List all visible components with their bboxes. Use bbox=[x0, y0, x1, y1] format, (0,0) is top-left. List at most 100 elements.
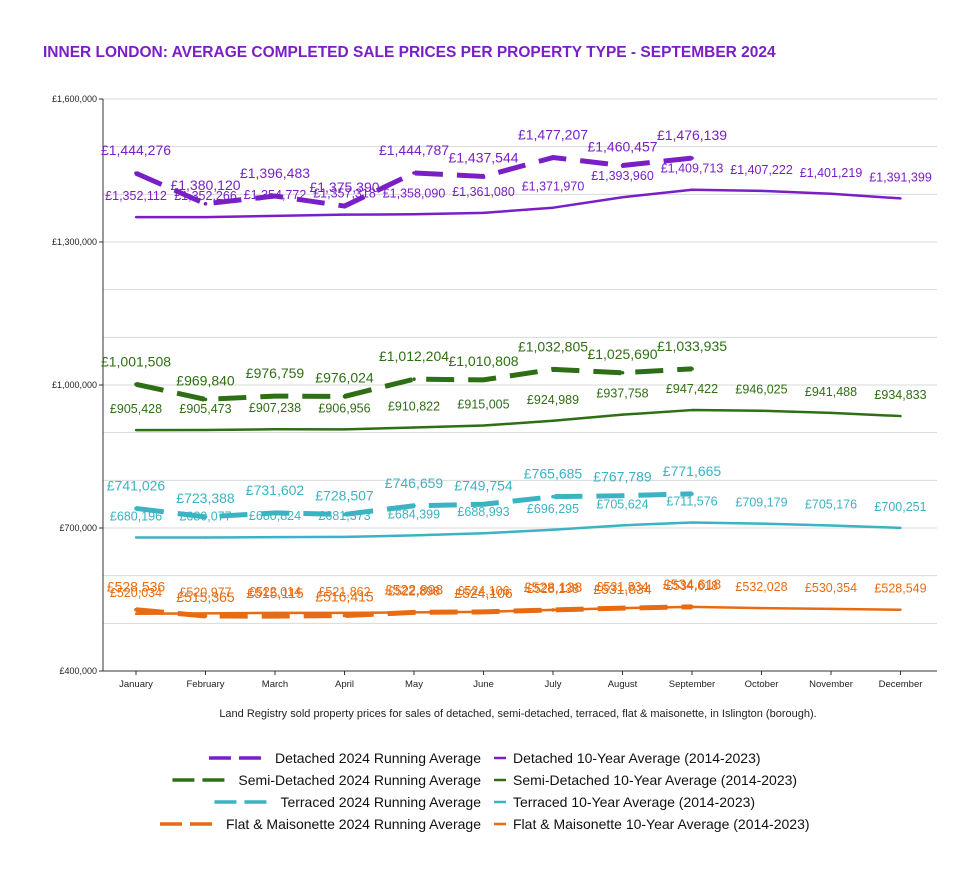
legend-label: Semi-Detached 10-Year Average (2014-2023… bbox=[513, 772, 797, 788]
data-label: £1,437,544 bbox=[448, 149, 518, 165]
data-point bbox=[690, 492, 694, 496]
data-label: £524,106 bbox=[457, 584, 509, 598]
data-label: £1,371,970 bbox=[522, 180, 585, 194]
x-tick-label: September bbox=[669, 679, 715, 690]
data-label-layer: £1,444,276 £1,380,120£1,396,483£1,375,390… bbox=[101, 127, 932, 605]
data-point bbox=[620, 163, 625, 168]
data-point bbox=[551, 155, 555, 160]
data-point bbox=[760, 409, 763, 412]
data-point bbox=[482, 610, 485, 614]
data-point bbox=[829, 192, 833, 195]
data-point bbox=[690, 367, 694, 371]
data-label: £1,032,805 bbox=[518, 338, 588, 354]
data-point bbox=[690, 408, 694, 412]
legend-label: Flat & Maisonette 2024 Running Average bbox=[226, 816, 481, 832]
data-label: £522,898 bbox=[388, 584, 440, 598]
data-label: £1,477,207 bbox=[518, 127, 588, 143]
data-point bbox=[203, 202, 208, 206]
data-label: £532,028 bbox=[735, 580, 787, 594]
series-line bbox=[135, 605, 901, 616]
data-point bbox=[273, 194, 277, 198]
grid-layer bbox=[103, 98, 937, 672]
data-label: £531,834 bbox=[596, 580, 648, 594]
data-point bbox=[482, 532, 485, 535]
y-tick-label: £700,000 bbox=[59, 523, 97, 533]
data-label: £937,758 bbox=[596, 387, 648, 401]
data-label: £1,358,090 bbox=[383, 186, 446, 200]
data-point bbox=[134, 215, 138, 219]
y-tick-label: £400,000 bbox=[59, 666, 97, 676]
data-point bbox=[134, 171, 138, 176]
data-label: £1,352,266 bbox=[174, 189, 237, 203]
data-point bbox=[204, 428, 207, 432]
data-point bbox=[829, 411, 833, 415]
data-label: £1,354,772 bbox=[244, 188, 307, 202]
data-label: £534,618 bbox=[663, 576, 722, 592]
data-point bbox=[343, 535, 346, 539]
data-point bbox=[829, 607, 833, 611]
data-label: £728,507 bbox=[315, 487, 374, 503]
data-point bbox=[412, 534, 416, 537]
data-label: £947,422 bbox=[666, 382, 718, 396]
data-point bbox=[481, 378, 486, 382]
data-point bbox=[551, 528, 555, 531]
data-point bbox=[621, 196, 624, 199]
legend-label: Terraced 2024 Running Average bbox=[280, 794, 481, 810]
series-line bbox=[134, 155, 693, 209]
data-label: £516,415 bbox=[315, 589, 374, 605]
data-label: £910,822 bbox=[388, 400, 440, 414]
x-tick-label: August bbox=[608, 679, 638, 690]
data-label: £515,115 bbox=[246, 585, 304, 601]
legend-label: Detached 10-Year Average (2014-2023) bbox=[513, 750, 761, 766]
data-point bbox=[343, 428, 346, 431]
legend-label: Semi-Detached 2024 Running Average bbox=[238, 772, 481, 788]
data-point bbox=[551, 206, 555, 209]
data-label: £681,373 bbox=[318, 509, 370, 523]
data-label: £1,361,080 bbox=[452, 185, 515, 199]
data-point bbox=[481, 502, 486, 507]
data-point bbox=[203, 614, 208, 618]
data-label: £1,391,399 bbox=[869, 170, 932, 184]
data-label: £680,077 bbox=[179, 509, 231, 523]
data-label: £1,001,508 bbox=[101, 353, 171, 369]
data-label: £696,295 bbox=[527, 502, 579, 516]
data-point bbox=[273, 511, 277, 515]
data-point bbox=[134, 382, 138, 387]
data-label: £906,956 bbox=[318, 401, 370, 415]
data-point bbox=[482, 211, 485, 215]
data-point bbox=[621, 606, 624, 610]
series-line bbox=[135, 521, 901, 539]
data-label: £1,375,390 bbox=[309, 179, 379, 195]
data-label: £915,005 bbox=[457, 398, 509, 412]
data-label: £705,176 bbox=[805, 498, 857, 512]
data-label: £1,393,960 bbox=[591, 169, 654, 183]
data-point bbox=[690, 521, 694, 524]
data-label: £528,549 bbox=[874, 582, 926, 596]
data-label: £731,602 bbox=[246, 482, 305, 498]
data-label: £515,365 bbox=[176, 589, 235, 605]
axis-layer: £400,000 £700,000 £1,000,000 £1,300,000 £1,6… bbox=[52, 94, 937, 690]
data-label: £705,624 bbox=[596, 497, 648, 511]
chart-caption: Land Registry sold property prices for s… bbox=[219, 708, 816, 720]
series-line bbox=[135, 188, 901, 219]
data-point bbox=[829, 524, 833, 527]
data-label: £1,033,935 bbox=[657, 338, 727, 354]
data-point bbox=[899, 414, 902, 418]
data-label: £1,460,457 bbox=[587, 139, 657, 155]
data-label: £531,834 bbox=[593, 581, 652, 597]
data-label: £711,576 bbox=[666, 494, 717, 508]
data-point bbox=[412, 503, 416, 508]
x-tick-label: January bbox=[119, 679, 153, 690]
data-label: £969,840 bbox=[176, 372, 235, 388]
x-tick-label: December bbox=[879, 679, 923, 690]
data-point bbox=[204, 536, 207, 539]
data-point bbox=[412, 171, 416, 175]
data-label: £905,473 bbox=[179, 402, 231, 416]
legend-label: Terraced 10-Year Average (2014-2023) bbox=[513, 794, 755, 810]
data-label: £976,024 bbox=[315, 369, 374, 385]
data-label: £1,396,483 bbox=[240, 165, 310, 181]
data-point bbox=[134, 428, 138, 432]
data-point bbox=[551, 367, 555, 372]
data-label: £680,824 bbox=[249, 509, 301, 523]
data-point bbox=[690, 156, 694, 160]
